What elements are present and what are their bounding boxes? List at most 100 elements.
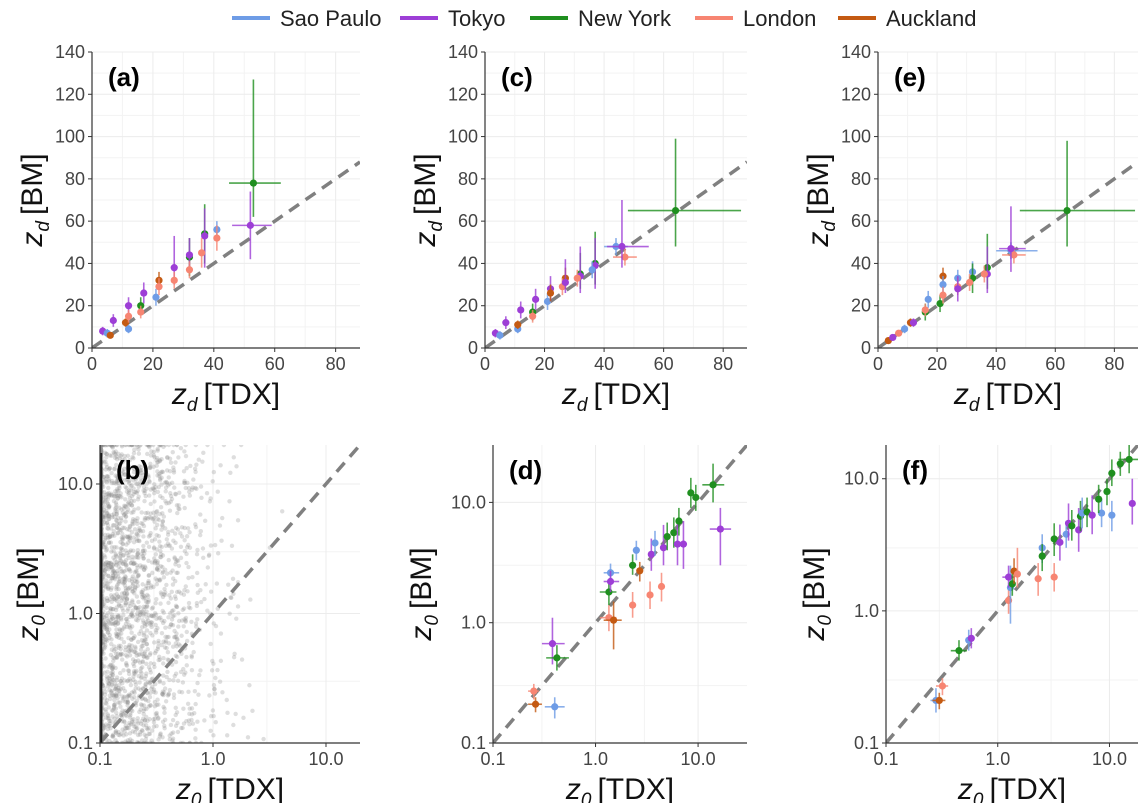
- cloud-point: [118, 539, 123, 545]
- cloud-point: [168, 499, 173, 504]
- cloud-point: [154, 723, 159, 729]
- cloud-point: [193, 624, 199, 629]
- cloud-point: [134, 653, 139, 658]
- cloud-point: [135, 721, 141, 726]
- cloud-point: [127, 534, 132, 540]
- cloud-point: [120, 579, 125, 585]
- cloud-point: [174, 631, 179, 636]
- cloud-point: [128, 678, 133, 684]
- point-marker: [609, 616, 618, 624]
- cloud-point: [106, 574, 111, 579]
- cloud-point: [155, 697, 160, 702]
- cloud-point: [149, 679, 154, 684]
- data-point: [155, 278, 163, 296]
- cloud-point: [164, 480, 169, 485]
- cloud-point: [159, 618, 164, 623]
- data-point: [1034, 563, 1042, 596]
- cloud-point: [114, 493, 119, 498]
- cloud-point: [129, 503, 135, 508]
- cloud-point: [112, 681, 118, 686]
- cloud-point: [181, 666, 186, 672]
- panel-label: (c): [501, 62, 533, 92]
- cloud-point: [132, 649, 137, 655]
- cloud-point: [134, 563, 140, 568]
- cloud-point: [171, 608, 176, 613]
- cloud-point: [134, 469, 140, 474]
- cloud-point: [123, 445, 129, 448]
- cloud-point: [118, 551, 123, 557]
- cloud-point: [132, 518, 138, 523]
- cloud-point: [152, 716, 158, 721]
- cloud-point: [138, 610, 143, 615]
- cloud-point: [141, 723, 146, 728]
- data-point: [692, 484, 700, 511]
- cloud-point: [113, 619, 119, 625]
- y-tick-label: 80: [851, 169, 871, 189]
- x-tick-label: 60: [654, 354, 674, 374]
- cloud-point: [106, 512, 111, 517]
- cloud-point: [136, 695, 142, 700]
- cloud-point: [172, 531, 178, 536]
- cloud-point: [129, 493, 135, 499]
- data-point: [541, 617, 565, 665]
- cloud-point: [140, 528, 146, 534]
- cloud-point: [132, 527, 138, 532]
- cloud-point: [146, 534, 152, 539]
- cloud-point: [154, 578, 160, 583]
- cloud-point: [125, 477, 130, 482]
- cloud-point: [129, 612, 134, 617]
- cloud-point: [160, 594, 166, 600]
- cloud-point: [130, 557, 135, 563]
- cloud-point: [164, 537, 170, 542]
- cloud-point: [139, 624, 145, 630]
- cloud-point: [114, 654, 120, 660]
- cloud-point: [118, 652, 123, 657]
- cloud-point: [118, 678, 124, 684]
- cloud-point: [137, 527, 142, 533]
- cloud-point: [140, 695, 145, 701]
- cloud-point: [155, 562, 160, 568]
- cloud-point: [187, 493, 193, 498]
- cloud-point: [148, 651, 153, 656]
- cloud-point: [116, 515, 121, 521]
- cloud-point: [197, 627, 203, 633]
- y-tick-label: 140: [55, 42, 85, 62]
- cloud-point: [132, 489, 137, 495]
- cloud-point: [119, 507, 124, 512]
- cloud-point: [119, 711, 124, 716]
- point-marker: [529, 312, 537, 320]
- cloud-point: [114, 714, 120, 719]
- cloud-point: [124, 616, 129, 622]
- cloud-point: [152, 559, 158, 564]
- cloud-point: [114, 596, 120, 601]
- cloud-point: [100, 445, 103, 448]
- cloud-point: [138, 687, 143, 693]
- cloud-point: [215, 551, 221, 556]
- cloud-point: [116, 488, 121, 493]
- cloud-point: [138, 609, 143, 615]
- cloud-point: [103, 643, 108, 648]
- cloud-point: [208, 641, 213, 647]
- cloud-point: [176, 455, 181, 460]
- cloud-point: [142, 517, 147, 523]
- cloud-point: [174, 644, 179, 649]
- cloud-point: [158, 601, 163, 606]
- cloud-point: [111, 548, 116, 554]
- cloud-point: [107, 597, 113, 602]
- cloud-point: [187, 711, 192, 717]
- point-marker: [1068, 522, 1076, 530]
- cloud-point: [148, 690, 153, 696]
- cloud-point: [132, 591, 137, 596]
- cloud-point: [119, 518, 124, 523]
- cloud-point: [125, 703, 130, 708]
- point-marker: [675, 517, 683, 525]
- cloud-point: [140, 564, 146, 569]
- cloud-point: [154, 509, 159, 515]
- cloud-point: [177, 506, 182, 512]
- cloud-point: [153, 484, 158, 490]
- cloud-point: [102, 504, 108, 509]
- legend-label: London: [743, 6, 816, 31]
- cloud-point: [175, 729, 181, 735]
- cloud-point: [146, 594, 151, 599]
- cloud-point: [135, 497, 141, 502]
